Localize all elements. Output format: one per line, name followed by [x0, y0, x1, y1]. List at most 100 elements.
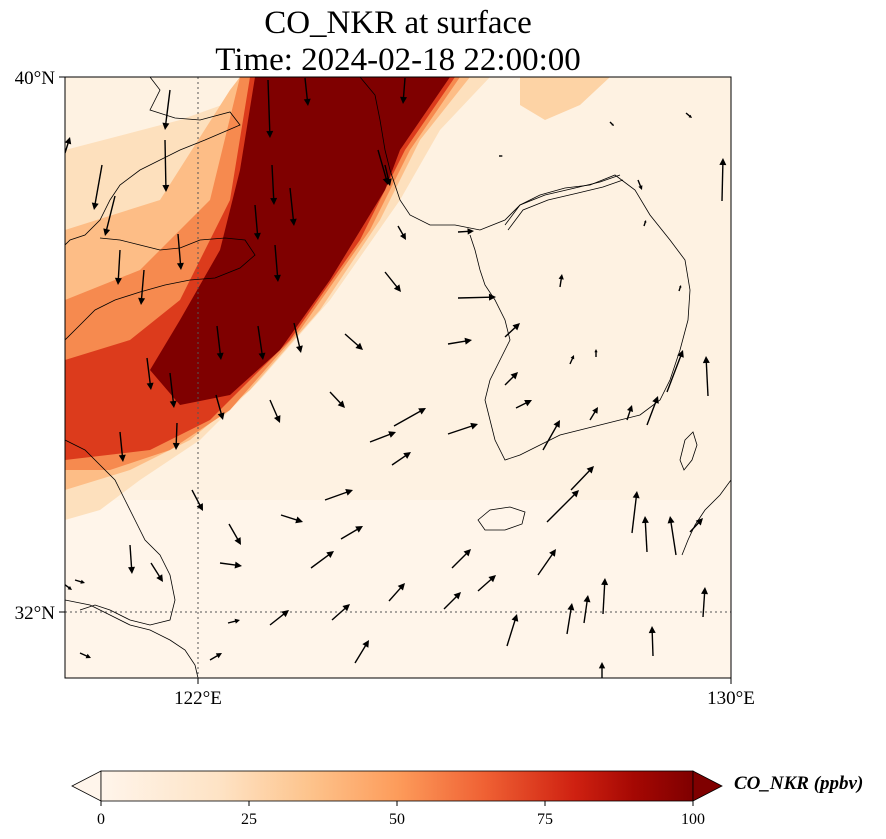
wind-arrow [340, 526, 363, 540]
wind-arrow [280, 514, 303, 524]
wind-arrow [384, 164, 392, 186]
wind-arrow-shaft [685, 112, 691, 117]
wind-arrow-head [594, 349, 598, 353]
wind-arrow [176, 233, 184, 270]
wind-arrow [570, 466, 594, 491]
wind-arrow [114, 249, 122, 285]
wind-arrow-shaft [457, 230, 469, 233]
wind-arrow [293, 322, 303, 353]
wind-arrow-head [638, 185, 643, 190]
wind-arrow [397, 225, 406, 240]
wind-arrow-head [270, 197, 278, 205]
wind-arrow [227, 618, 240, 624]
wind-arrow-head [501, 155, 503, 157]
wind-arrow-head [453, 592, 461, 600]
colorbar-extend-high [692, 770, 723, 802]
wind-arrow [641, 516, 649, 553]
wind-arrow-shaft [651, 631, 654, 657]
colorbar-tick-label: 0 [97, 811, 105, 828]
wind-arrow-shaft [228, 523, 239, 541]
wind-arrow-head [702, 356, 710, 364]
wind-arrow [103, 195, 116, 236]
wind-arrow-shaft [254, 204, 259, 235]
wind-arrow-head [400, 96, 408, 104]
wind-arrow [601, 578, 609, 615]
wind-arrow [215, 394, 225, 420]
wind-arrow-shaft [280, 514, 298, 521]
wind-arrow-head [91, 202, 99, 210]
wind-arrow-shaft [391, 454, 407, 466]
wind-arrow [504, 372, 518, 386]
wind-arrow-head [488, 575, 496, 583]
wind-arrow-shaft [443, 595, 458, 610]
wind-arrow [269, 610, 289, 626]
colorbar-extend-low [71, 770, 102, 802]
wind-arrow [253, 204, 261, 240]
wind-arrow-shaft [631, 496, 638, 534]
colorbar-label: CO_NKR (ppbv) [734, 773, 863, 794]
wind-arrow [542, 420, 560, 451]
wind-arrow-head [146, 382, 154, 390]
wind-arrow-head [400, 232, 406, 240]
title-line-2: Time: 2024-02-18 22:00:00 [215, 42, 580, 78]
wind-arrow-head [384, 178, 392, 186]
wind-arrow-shaft [65, 583, 70, 589]
wind-arrow-shaft [340, 528, 359, 540]
wind-arrow-head [281, 610, 289, 618]
map-lower-field [65, 500, 731, 678]
wind-arrow-shaft [271, 164, 275, 200]
colorbar-tick-label: 50 [389, 811, 405, 828]
wind-arrow-head [234, 618, 240, 624]
wind-arrow-head [273, 415, 281, 423]
wind-arrow-head [345, 489, 353, 496]
wind-arrow-head [524, 400, 532, 407]
wind-arrow [303, 77, 311, 106]
wind-arrow-head [611, 123, 614, 126]
wind-arrow [324, 489, 353, 501]
wind-arrow-head [162, 122, 170, 130]
wind-arrow-shaft [219, 562, 237, 566]
wind-arrow [257, 325, 266, 360]
lat-label-32: 32°N [15, 603, 56, 624]
wind-arrow-shaft [324, 491, 348, 501]
coastline-shandong [65, 237, 256, 341]
wind-arrow-shaft [105, 195, 116, 231]
wind-arrow-shaft [169, 372, 175, 403]
wind-arrow [589, 407, 598, 421]
wind-arrow [162, 139, 170, 192]
wind-arrow [648, 626, 656, 657]
wind-arrow-shaft [402, 77, 406, 99]
wind-arrow-shaft [304, 77, 309, 101]
wind-arrow [354, 640, 369, 664]
wind-arrow [384, 271, 401, 292]
title-line-1: CO_NKR at surface [264, 5, 532, 41]
wind-arrow-shaft [537, 553, 554, 576]
wind-arrow-shaft [293, 322, 301, 348]
wind-arrow [457, 293, 496, 301]
wind-arrow [172, 422, 180, 450]
japan-coast [681, 479, 731, 556]
wind-arrow [65, 583, 72, 590]
wind-arrow-shaft [705, 361, 709, 397]
wind-arrow [270, 164, 278, 205]
wind-arrow-head [601, 578, 609, 586]
wind-arrow-head [355, 342, 363, 350]
wind-arrow-head [273, 274, 281, 282]
wind-arrow-shaft [447, 425, 473, 435]
wind-arrow [447, 422, 478, 435]
wind-arrow [646, 396, 659, 426]
wind-arrow-shaft [504, 375, 515, 386]
wind-arrow [400, 77, 408, 104]
wind-arrow-shaft [506, 619, 516, 647]
wind-arrow-shaft [257, 325, 263, 355]
wind-arrow-shaft [65, 141, 70, 154]
wind-arrow [504, 323, 520, 338]
wind-arrow-shaft [384, 164, 390, 181]
wind-arrow [191, 489, 203, 511]
map-area [65, 77, 731, 678]
wind-arrow-shaft [269, 612, 286, 626]
wind-arrow-shaft [589, 410, 597, 421]
wind-arrow-head [418, 408, 426, 415]
wind-arrow-shaft [566, 608, 572, 635]
wind-arrow-shaft [643, 221, 647, 227]
